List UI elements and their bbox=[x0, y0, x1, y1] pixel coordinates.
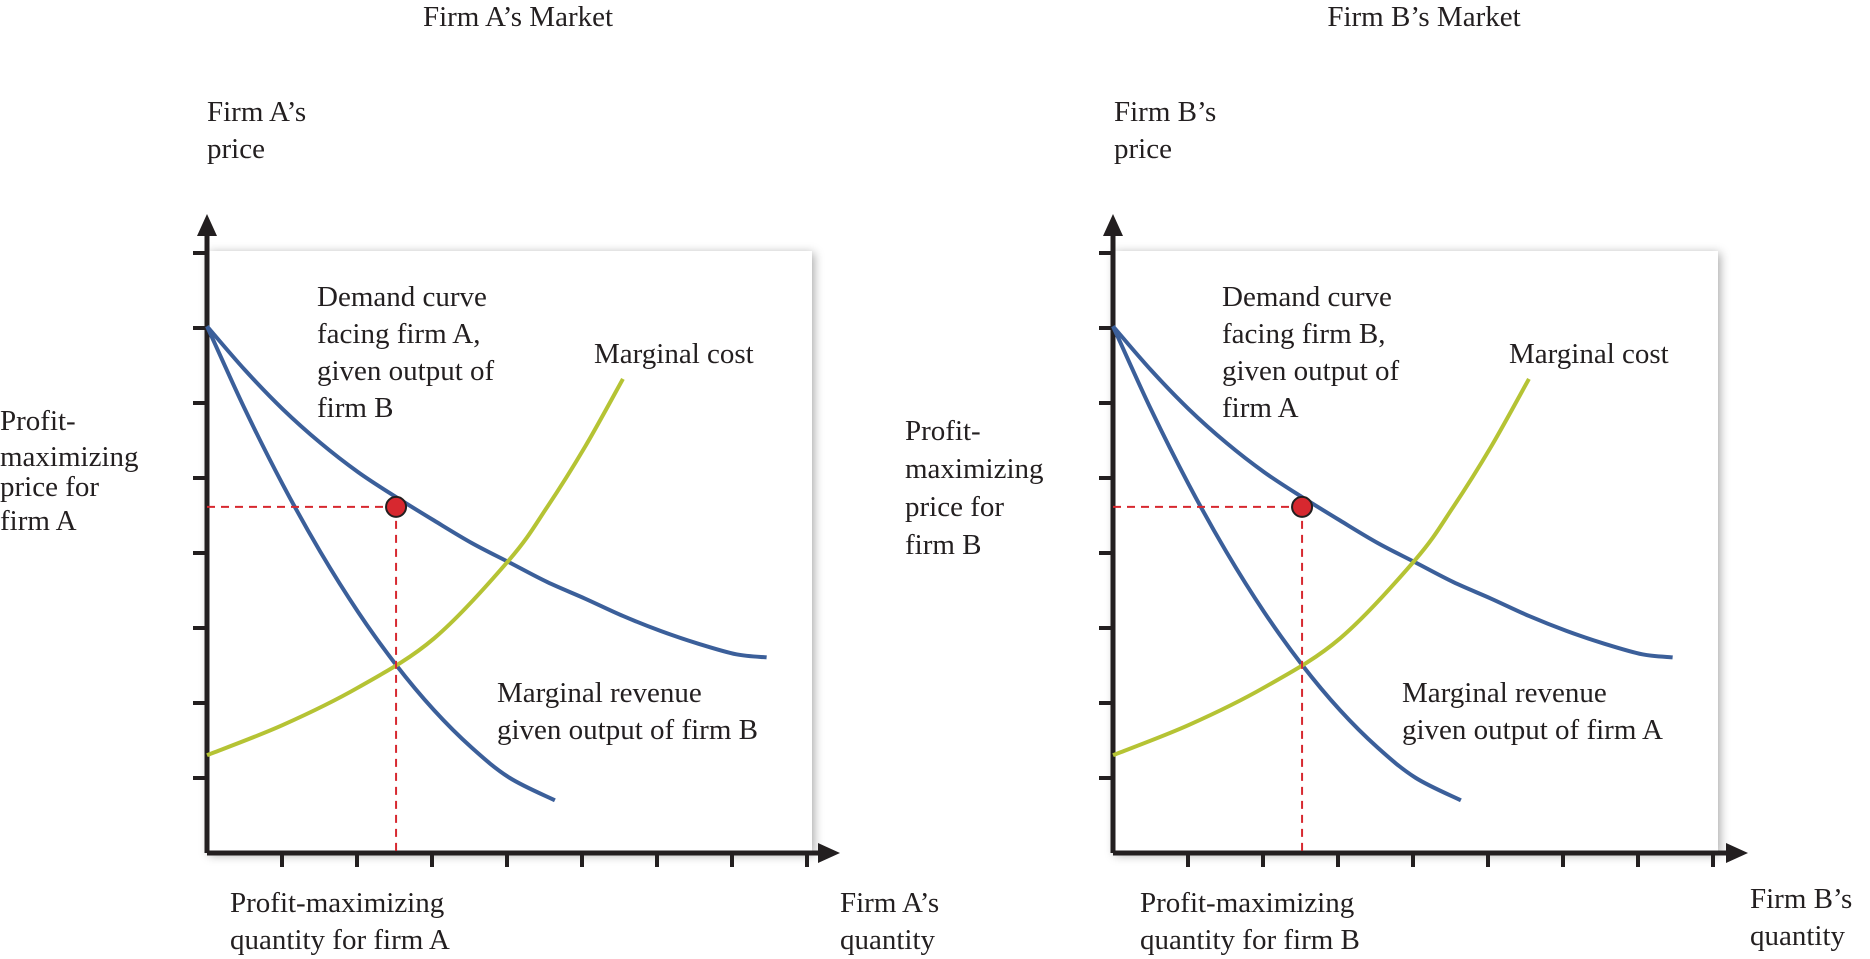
price-annotation-line-4: firm A bbox=[0, 505, 77, 537]
marginal-cost-curve bbox=[1112, 377, 1531, 758]
demand-curve bbox=[1111, 324, 1673, 660]
plot-area bbox=[207, 251, 812, 853]
demand-label-line-1: Demand curve bbox=[317, 281, 487, 313]
firm-a-market-panel: Firm A’s Market Firm A’s price Firm A’s … bbox=[0, 1, 939, 956]
chart-title: Firm B’s Market bbox=[1327, 1, 1520, 33]
quantity-annotation-line-1: Profit-maximizing bbox=[230, 887, 444, 919]
x-axis-arrow bbox=[1726, 843, 1748, 863]
x-axis-label-line-1: Firm B’s bbox=[1750, 883, 1852, 915]
marginal-cost-curve bbox=[206, 377, 625, 758]
y-axis-label-line-2: price bbox=[1114, 133, 1172, 165]
plot-area bbox=[1113, 251, 1718, 853]
price-annotation-line-4: firm B bbox=[905, 529, 982, 561]
marginal-cost-label: Marginal cost bbox=[1509, 338, 1669, 370]
demand-label-line-3: given output of bbox=[1222, 355, 1400, 387]
demand-label-line-3: given output of bbox=[317, 355, 495, 387]
price-annotation-line-3: price for bbox=[905, 491, 1004, 523]
price-annotation-line-2: maximizing bbox=[0, 441, 139, 473]
marginal-cost-label: Marginal cost bbox=[594, 338, 754, 370]
y-axis-arrow bbox=[197, 214, 217, 236]
quantity-annotation-line-2: quantity for firm A bbox=[230, 924, 450, 956]
price-annotation-line-1: Profit- bbox=[0, 405, 76, 437]
marginal-revenue-label-line-2: given output of firm A bbox=[1402, 714, 1663, 746]
price-annotation-line-3: price for bbox=[0, 471, 99, 503]
demand-label-line-2: facing firm A, bbox=[317, 318, 480, 350]
marginal-revenue-label-line-1: Marginal revenue bbox=[1402, 677, 1607, 709]
firm-b-market-panel: Firm B’s Market Firm B’s price Firm B’s … bbox=[905, 1, 1852, 956]
equilibrium-point bbox=[385, 495, 408, 518]
y-axis-label-line-1: Firm A’s bbox=[207, 96, 306, 128]
y-axis-arrow bbox=[1103, 214, 1123, 236]
quantity-annotation-line-1: Profit-maximizing bbox=[1140, 887, 1354, 919]
demand-label-line-2: facing firm B, bbox=[1222, 318, 1385, 350]
price-annotation-line-1: Profit- bbox=[905, 415, 981, 447]
marginal-revenue-label-line-1: Marginal revenue bbox=[497, 677, 702, 709]
demand-label-line-1: Demand curve bbox=[1222, 281, 1392, 313]
demand-label-line-4: firm A bbox=[1222, 392, 1299, 424]
chart-title: Firm A’s Market bbox=[423, 1, 613, 33]
marginal-revenue-label-line-2: given output of firm B bbox=[497, 714, 758, 746]
x-axis-label-line-2: quantity bbox=[840, 924, 936, 956]
marginal-revenue-curve bbox=[1111, 325, 1462, 803]
price-annotation-line-2: maximizing bbox=[905, 453, 1044, 485]
marginal-revenue-curve bbox=[205, 325, 556, 803]
y-axis-label-line-2: price bbox=[207, 133, 265, 165]
equilibrium-point bbox=[1291, 495, 1314, 518]
x-axis-arrow bbox=[818, 843, 840, 863]
quantity-annotation-line-2: quantity for firm B bbox=[1140, 924, 1360, 956]
x-axis-label-line-2: quantity bbox=[1750, 920, 1846, 952]
x-axis-label-line-1: Firm A’s bbox=[840, 887, 939, 919]
y-axis-label-line-1: Firm B’s bbox=[1114, 96, 1216, 128]
demand-curve bbox=[205, 324, 767, 660]
demand-label-line-4: firm B bbox=[317, 392, 394, 424]
